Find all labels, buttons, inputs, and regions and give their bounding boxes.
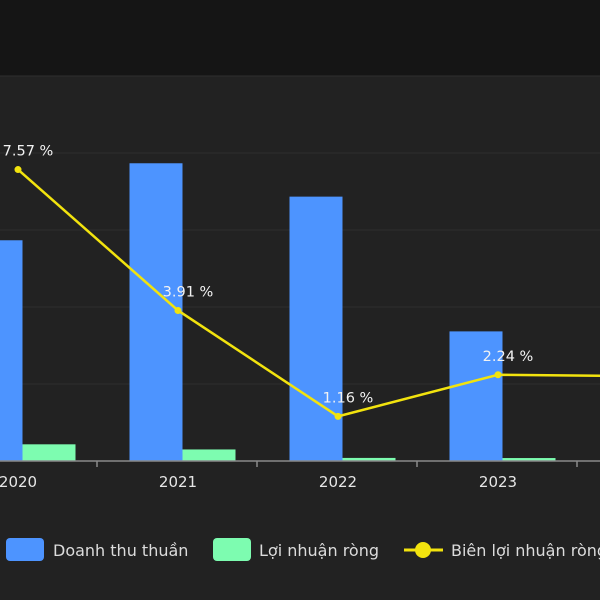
bar-loi-nhuan-2023[interactable] [502,458,556,461]
x-tick-label-2021: 2021 [159,473,197,491]
bar-loi-nhuan-2021[interactable] [182,449,236,461]
x-tick-label-2020: 2020 [0,473,37,491]
legend-item-bien-loi-nhuan[interactable]: Biên lợi nhuận ròng [404,541,600,560]
legend-item-doanh-thu[interactable]: Doanh thu thuần [6,538,188,561]
legend-item-loi-nhuan[interactable]: Lợi nhuận ròng [213,538,379,561]
data-label-2020: 7.57 % [3,144,54,160]
chart-header-band [0,0,600,76]
bar-loi-nhuan-2022[interactable] [342,457,396,461]
x-tick-label-2023: 2023 [479,473,517,491]
legend[interactable]: Doanh thu thuần Lợi nhuận ròng Biên lợi … [6,538,600,561]
line-point-2021[interactable] [174,306,182,314]
data-labels: 7.57 % 3.91 % 1.16 % 2.24 % [3,144,534,407]
bar-doanh-thu-2023[interactable] [449,331,503,461]
line-series [14,166,600,420]
bar-loi-nhuan-2020[interactable] [22,444,76,461]
bar-doanh-thu-2022[interactable] [289,196,343,461]
legend-swatch-doanh-thu [6,538,44,561]
legend-swatch-loi-nhuan [213,538,251,561]
line-point-2020[interactable] [14,166,22,174]
bar-doanh-thu-2020[interactable] [0,240,23,461]
legend-label-bien-loi-nhuan: Biên lợi nhuận ròng [451,541,600,560]
data-label-2021: 3.91 % [163,284,214,300]
data-label-2023: 2.24 % [483,349,534,365]
line-point-2022[interactable] [334,412,342,420]
x-tick-label-2022: 2022 [319,473,357,491]
bar-series [0,163,556,461]
legend-label-loi-nhuan: Lợi nhuận ròng [259,541,379,560]
x-axis-ticks: 20202021202220232024 [0,461,578,491]
legend-label-doanh-thu: Doanh thu thuần [53,541,188,560]
line-point-2023[interactable] [494,371,502,379]
data-label-2022: 1.16 % [323,390,374,406]
bar-doanh-thu-2021[interactable] [129,163,183,461]
legend-marker-bien-loi-nhuan [415,542,431,558]
